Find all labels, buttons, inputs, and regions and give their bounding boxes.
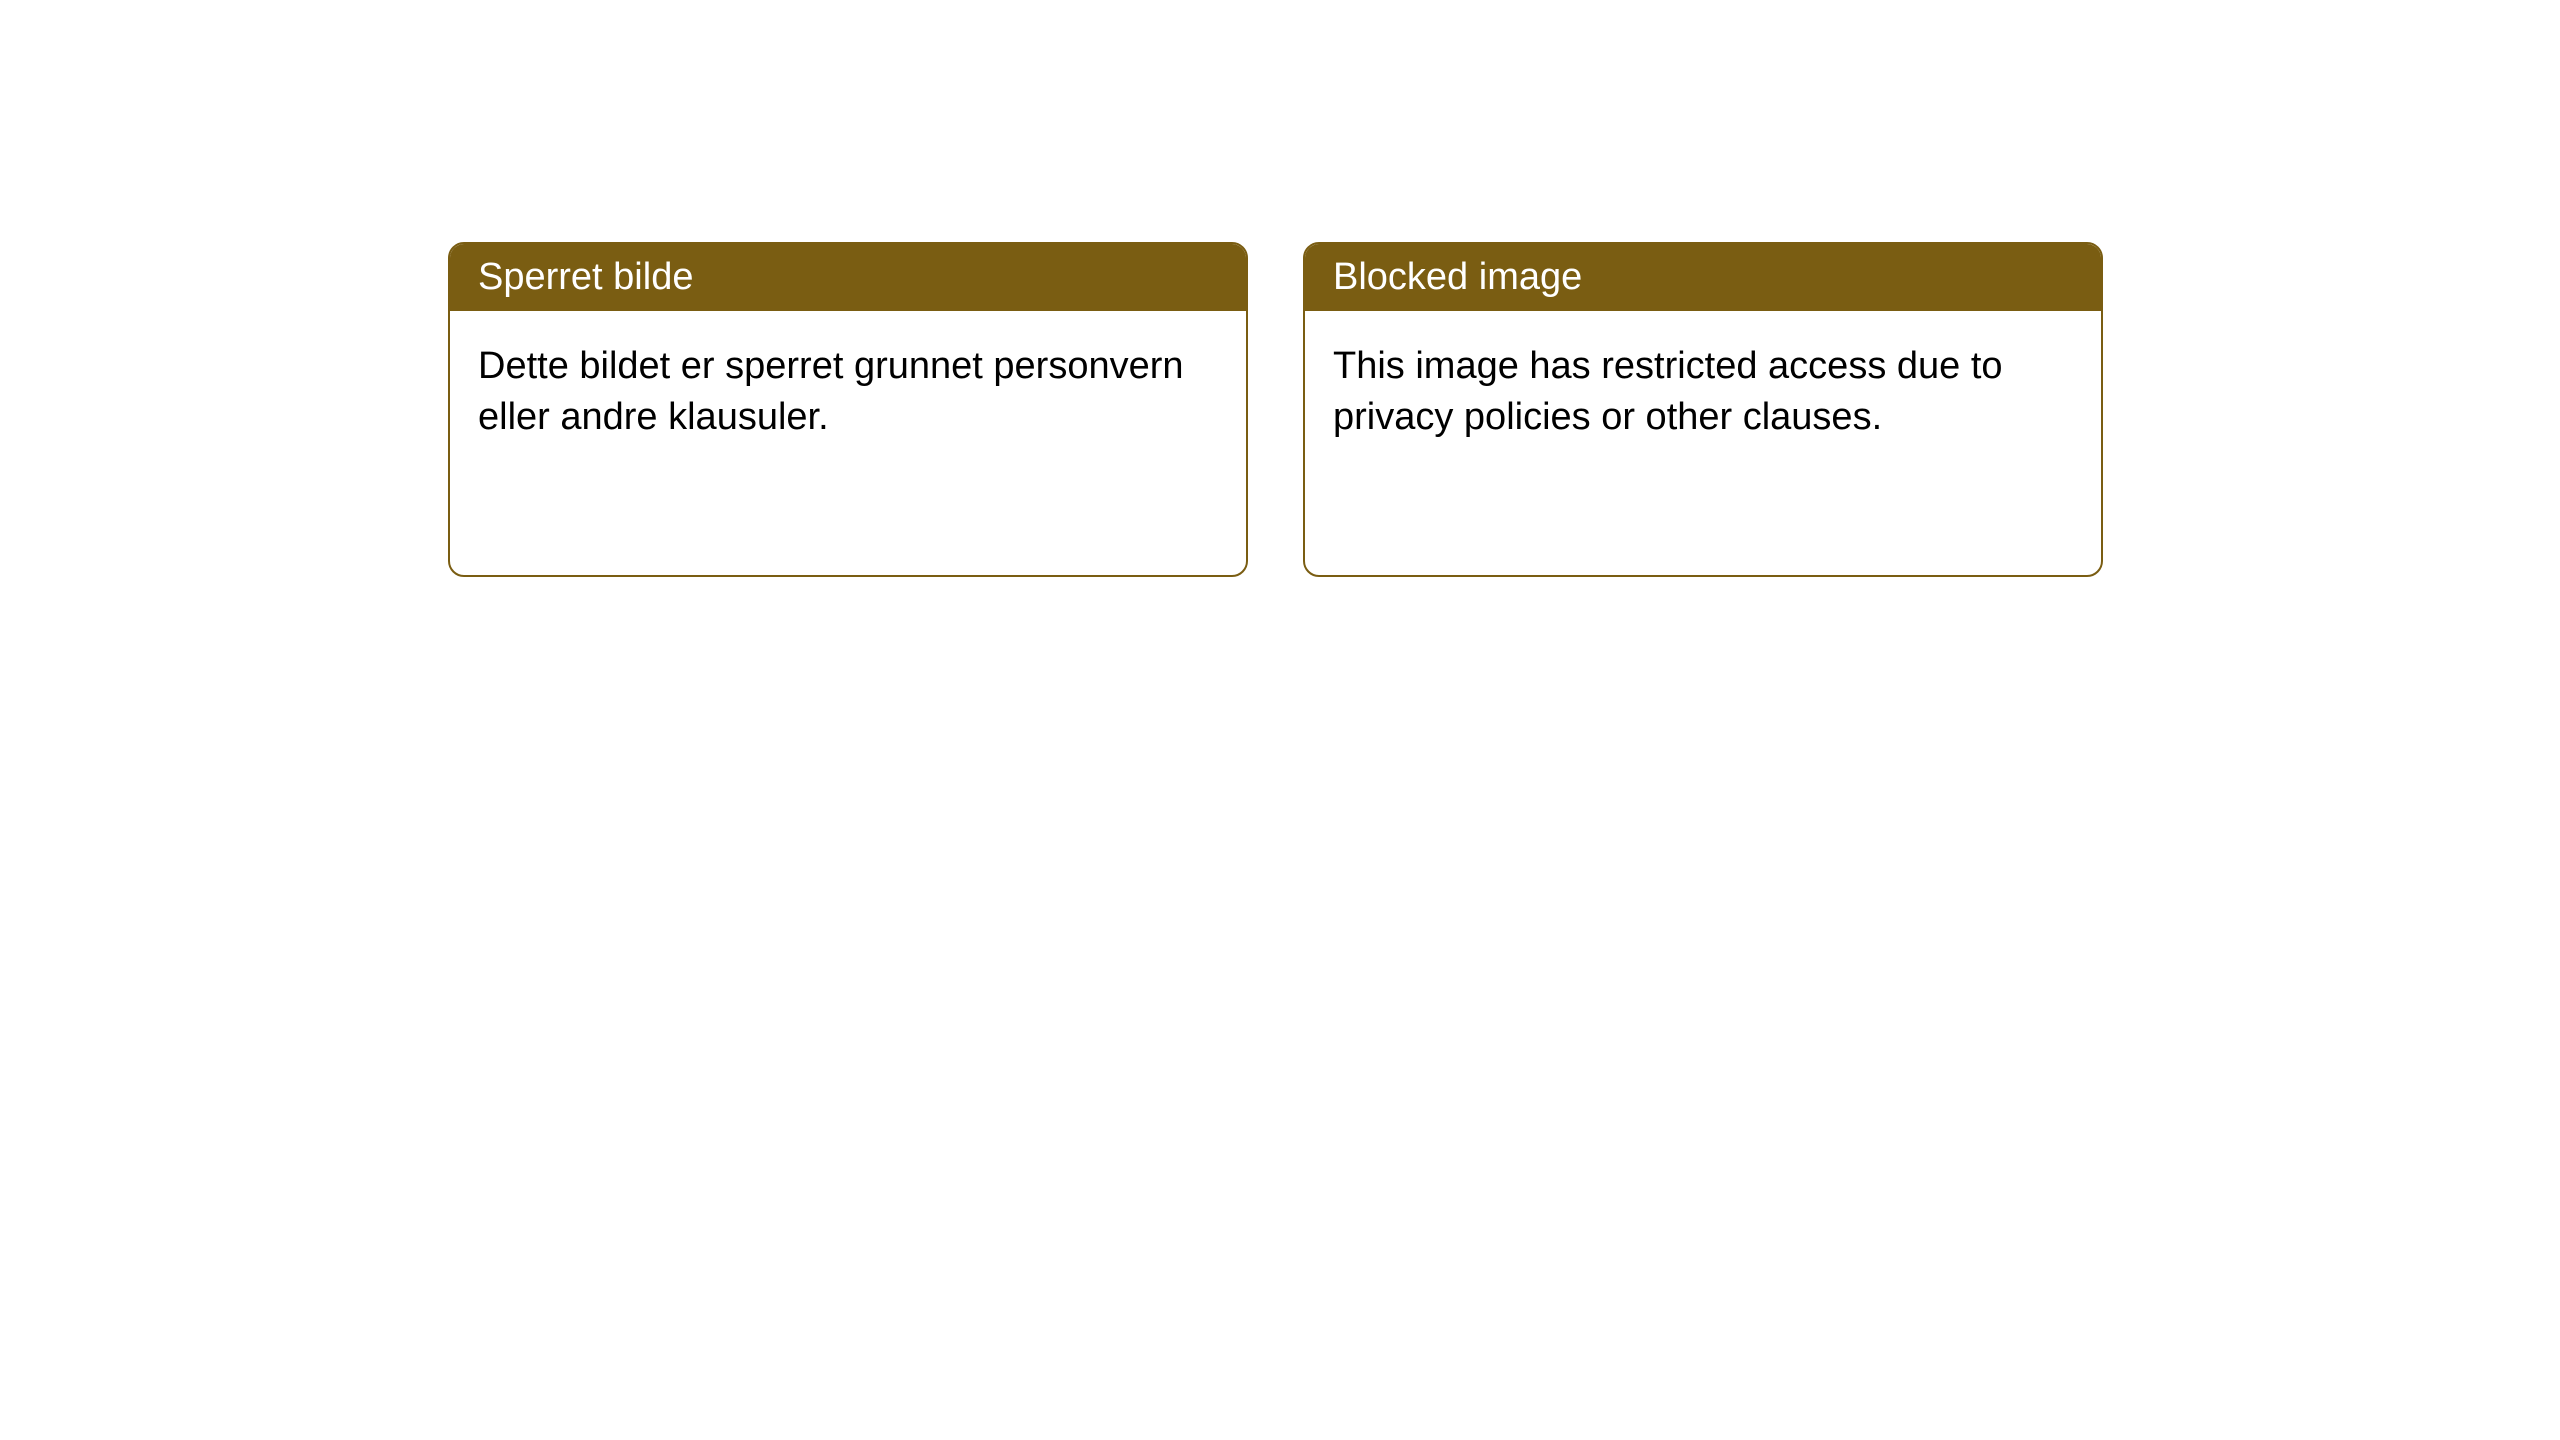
notice-card-body: This image has restricted access due to … bbox=[1305, 311, 2101, 474]
notice-card-body: Dette bildet er sperret grunnet personve… bbox=[450, 311, 1246, 474]
notice-cards-container: Sperret bilde Dette bildet er sperret gr… bbox=[448, 242, 2103, 577]
notice-card-header: Blocked image bbox=[1305, 244, 2101, 311]
notice-card-header: Sperret bilde bbox=[450, 244, 1246, 311]
notice-card-english: Blocked image This image has restricted … bbox=[1303, 242, 2103, 577]
notice-card-norwegian: Sperret bilde Dette bildet er sperret gr… bbox=[448, 242, 1248, 577]
